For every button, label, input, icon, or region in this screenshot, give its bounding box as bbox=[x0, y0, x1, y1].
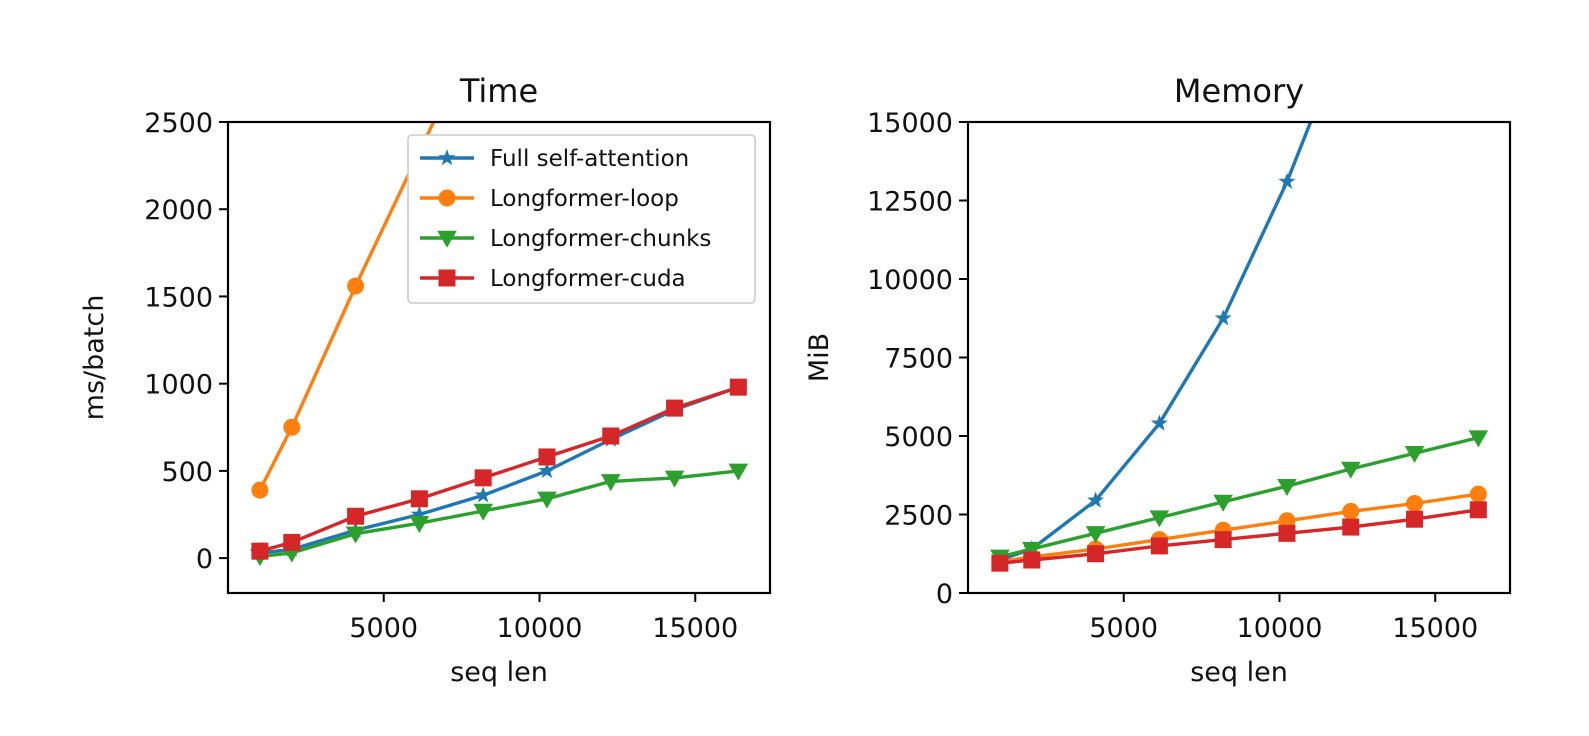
data-point bbox=[283, 533, 301, 551]
y-tick-label: 0 bbox=[936, 579, 953, 610]
data-point bbox=[1340, 461, 1361, 479]
series-longformer-chunks bbox=[250, 463, 749, 567]
chart-title: Time bbox=[459, 72, 538, 110]
data-point bbox=[1150, 414, 1168, 431]
data-point bbox=[728, 463, 749, 481]
data-point bbox=[538, 448, 556, 466]
data-point bbox=[283, 418, 301, 436]
plot-area bbox=[990, 122, 1489, 572]
data-point bbox=[666, 399, 684, 417]
data-point bbox=[1406, 495, 1424, 513]
data-point bbox=[1342, 518, 1360, 536]
legend-marker bbox=[438, 189, 456, 207]
legend-item: Longformer-cuda bbox=[420, 266, 686, 292]
y-tick-label: 2500 bbox=[144, 108, 213, 139]
legend-marker bbox=[438, 269, 456, 287]
data-point bbox=[1214, 309, 1232, 326]
data-point bbox=[991, 554, 1009, 572]
y-tick-label: 500 bbox=[161, 457, 213, 488]
x-tick-label: 10000 bbox=[1237, 613, 1323, 644]
data-point bbox=[473, 503, 493, 521]
series-longformer-cuda bbox=[251, 378, 747, 560]
data-point bbox=[474, 469, 492, 487]
data-point bbox=[1468, 430, 1489, 448]
data-point bbox=[1406, 510, 1424, 528]
series-longformer-loop bbox=[251, 122, 436, 499]
legend-label: Longformer-cuda bbox=[490, 266, 686, 292]
data-point bbox=[251, 542, 269, 560]
x-tick-label: 15000 bbox=[652, 613, 738, 644]
data-point bbox=[602, 427, 620, 445]
data-point bbox=[1404, 446, 1425, 464]
data-point bbox=[410, 505, 428, 522]
legend-label: Full self-attention bbox=[490, 146, 689, 172]
data-point bbox=[1087, 491, 1105, 508]
y-axis-label: ms/batch bbox=[79, 295, 110, 421]
data-point bbox=[1150, 537, 1168, 555]
y-tick-label: 2500 bbox=[884, 501, 953, 532]
data-point bbox=[1023, 551, 1041, 569]
axes-frame bbox=[966, 120, 1512, 595]
data-point bbox=[538, 461, 556, 479]
chart-panel-1: Time 0 500 1000 1500 2000 2500 5000 10000 15000 se… bbox=[79, 72, 772, 688]
legend-item: Full self-attention bbox=[420, 146, 689, 172]
axes-frame bbox=[226, 120, 772, 595]
x-axis-label: seq len bbox=[1190, 657, 1288, 688]
data-point bbox=[1214, 531, 1232, 549]
data-point bbox=[1085, 526, 1106, 544]
y-tick-label: 2000 bbox=[144, 195, 213, 226]
legend-item: Longformer-chunks bbox=[420, 226, 711, 252]
data-point bbox=[729, 378, 747, 396]
legend-marker bbox=[437, 230, 457, 248]
series-full-self-attention bbox=[991, 122, 1313, 568]
data-point bbox=[1022, 541, 1042, 559]
y-tick-label: 12500 bbox=[867, 187, 953, 218]
y-tick-label: 1000 bbox=[144, 370, 213, 401]
series-line bbox=[258, 469, 741, 559]
x-tick-label: 5000 bbox=[1089, 613, 1158, 644]
data-point bbox=[347, 507, 365, 525]
data-point bbox=[345, 526, 366, 544]
data-point bbox=[600, 474, 621, 492]
series-longformer-chunks bbox=[990, 430, 1489, 567]
legend-marker bbox=[438, 149, 456, 166]
chart-panel-2: Memory 0 2500 5000 7500 10000 12500 15000 5000 10… bbox=[804, 72, 1512, 688]
data-point bbox=[410, 490, 428, 508]
legend: Full self-attention Longformer-loop Longfo… bbox=[407, 134, 756, 304]
y-tick-label: 0 bbox=[196, 544, 213, 575]
data-point bbox=[1469, 501, 1487, 519]
y-tick-label: 5000 bbox=[884, 422, 953, 453]
legend-label: Longformer-chunks bbox=[490, 226, 711, 252]
data-point bbox=[1277, 479, 1297, 497]
x-tick-label: 5000 bbox=[349, 613, 418, 644]
x-tick-label: 15000 bbox=[1392, 613, 1478, 644]
data-point bbox=[1342, 502, 1360, 520]
data-point bbox=[1278, 172, 1296, 189]
y-axis-label: MiB bbox=[804, 333, 835, 382]
y-tick-label: 7500 bbox=[884, 344, 953, 375]
data-point bbox=[251, 481, 269, 499]
data-point bbox=[1149, 510, 1170, 528]
data-point bbox=[1087, 545, 1105, 563]
data-point bbox=[664, 470, 685, 488]
series-line bbox=[998, 122, 1313, 562]
chart-title: Memory bbox=[1174, 72, 1304, 110]
x-tick-label: 10000 bbox=[497, 613, 583, 644]
x-axis-label: seq len bbox=[450, 657, 548, 688]
data-point bbox=[474, 486, 492, 503]
legend-label: Longformer-loop bbox=[490, 186, 679, 212]
y-tick-label: 10000 bbox=[867, 265, 953, 296]
data-point bbox=[1213, 494, 1233, 512]
legend-item: Longformer-loop bbox=[420, 186, 679, 212]
data-point bbox=[347, 277, 365, 295]
data-point bbox=[537, 491, 557, 509]
y-tick-label: 15000 bbox=[867, 108, 953, 139]
data-point bbox=[1278, 524, 1296, 542]
legend-box bbox=[407, 134, 756, 304]
series-longformer-cuda bbox=[991, 501, 1487, 572]
data-point bbox=[1469, 485, 1487, 503]
y-tick-label: 1500 bbox=[144, 282, 213, 313]
data-point bbox=[409, 515, 430, 533]
